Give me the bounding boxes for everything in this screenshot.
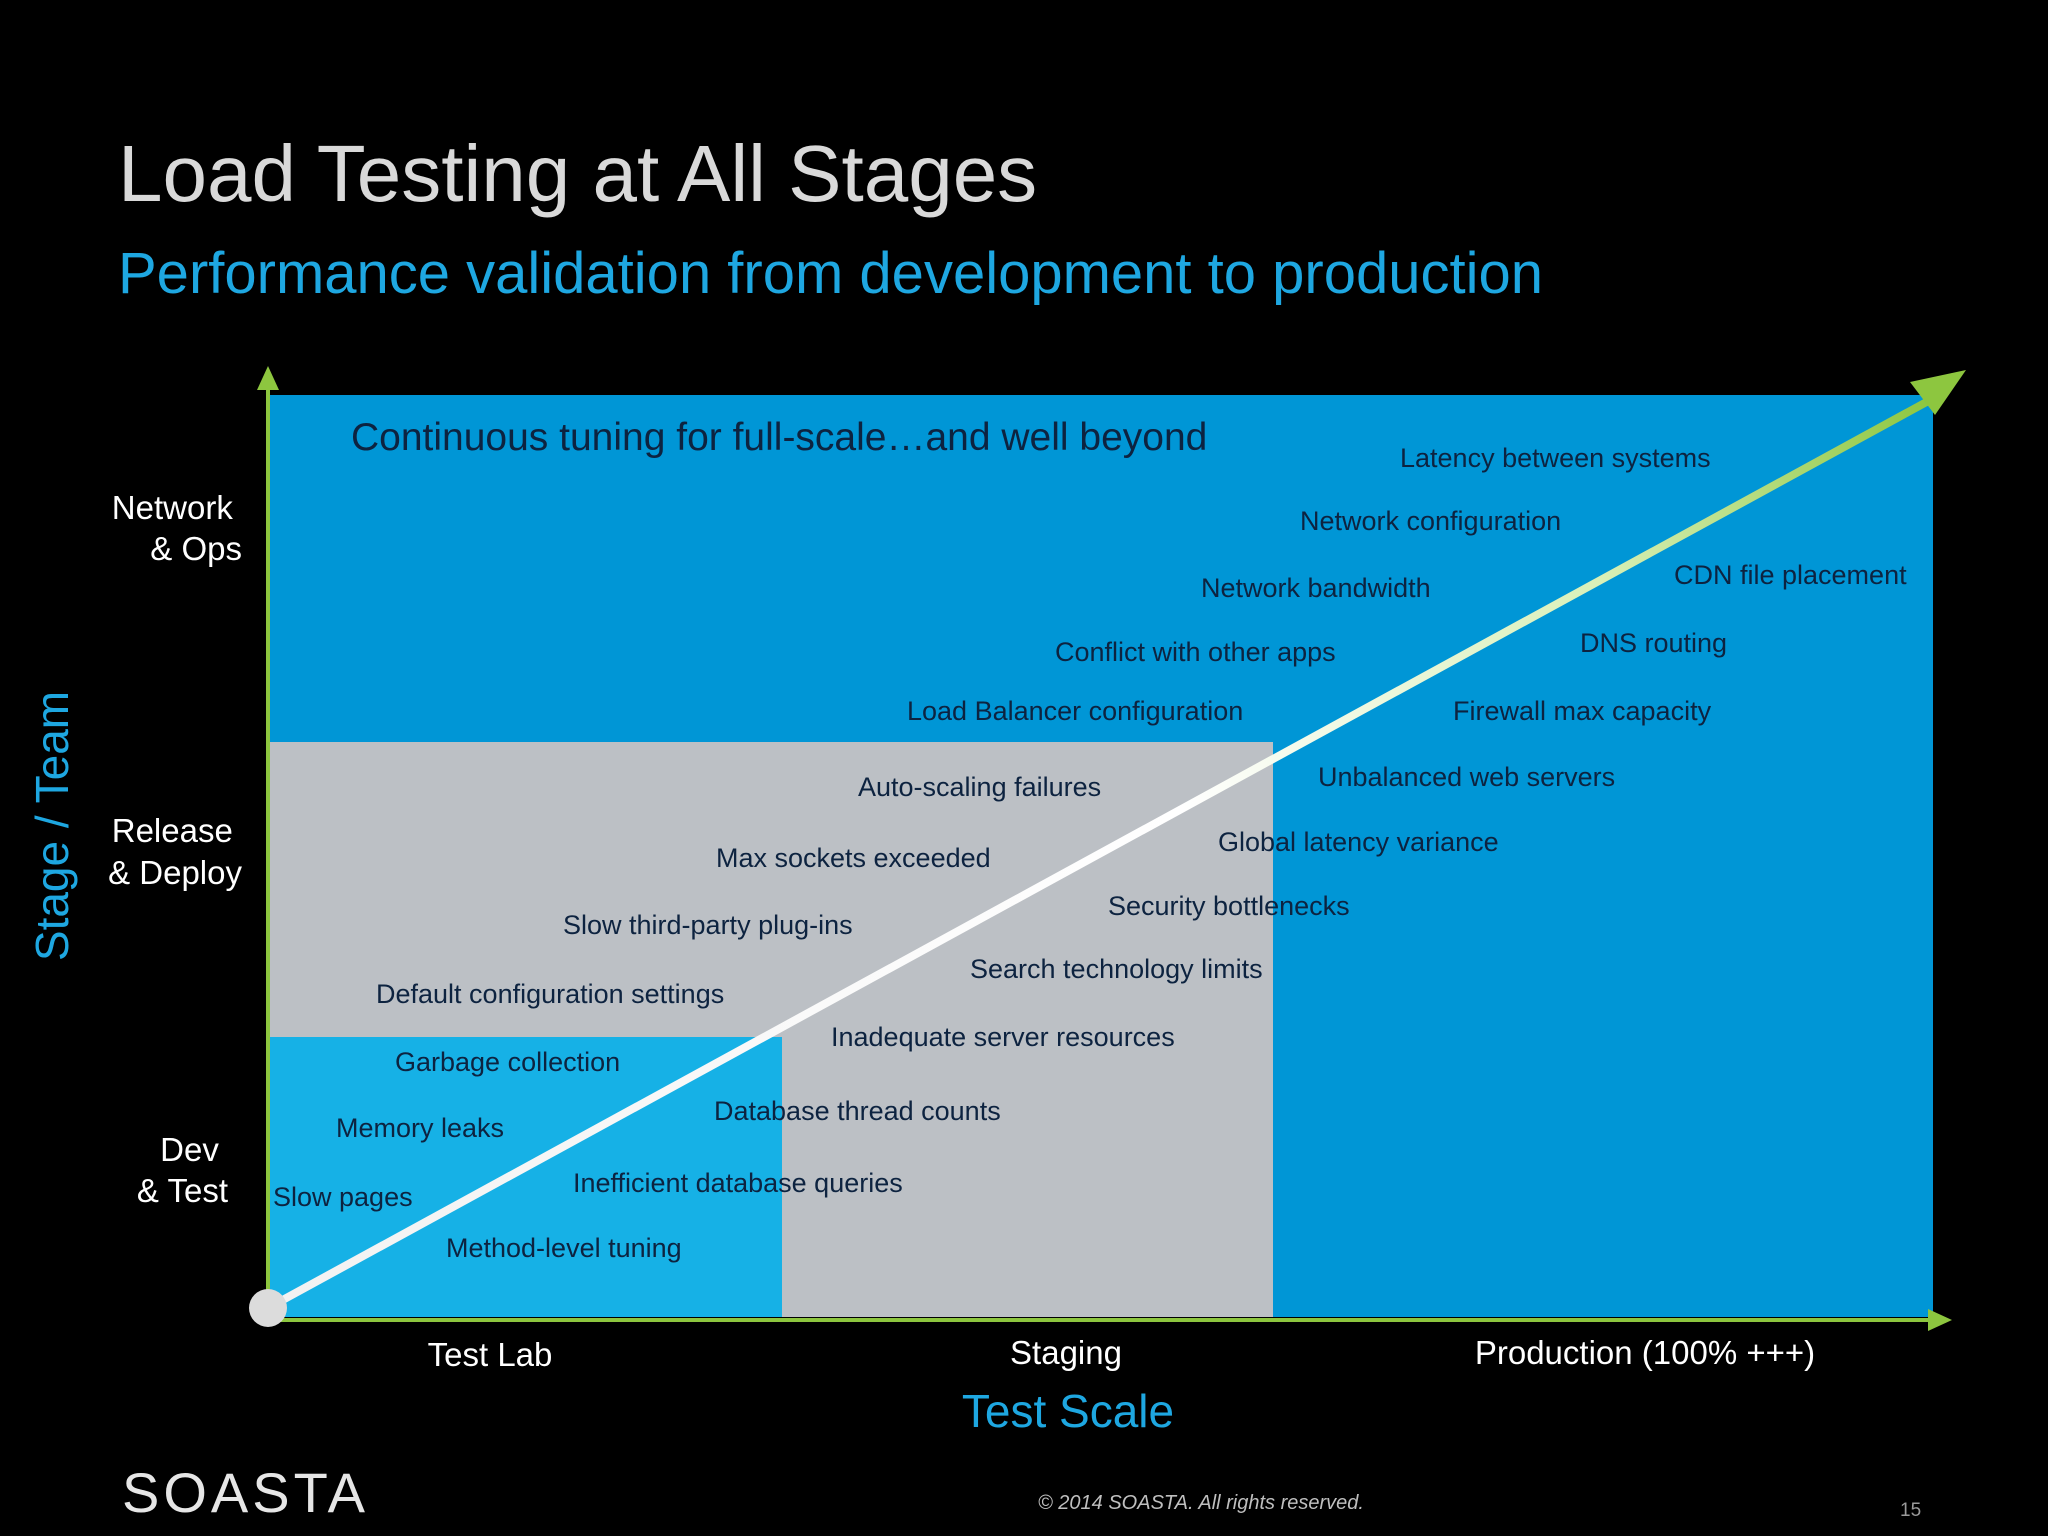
issue-database-thread-counts: Database thread counts [714,1096,1001,1126]
issue-conflict-with-other-apps: Conflict with other apps [1055,637,1336,667]
issue-inadequate-server-resources: Inadequate server resources [831,1022,1175,1052]
x-level-test-lab: Test Lab [428,1336,553,1373]
page-subtitle: Performance validation from development … [118,241,1543,306]
growth-origin-dot [249,1289,287,1327]
y-level-release-deploy: Release & Deploy [108,812,242,891]
x-level-production: Production (100% +++) [1475,1334,1815,1371]
y-level-dev-test-line2: & Test [137,1172,228,1209]
issue-garbage-collection: Garbage collection [395,1047,620,1077]
y-level-release-deploy-line2: & Deploy [108,854,242,891]
x-axis-title: Test Scale [962,1385,1174,1437]
y-axis-title: Stage / Team [26,691,78,961]
issue-memory-leaks: Memory leaks [336,1113,504,1143]
y-level-dev-test-line1: Dev [160,1131,219,1168]
zone-headline: Continuous tuning for full-scale…and wel… [351,416,1207,459]
issue-global-latency-variance: Global latency variance [1218,827,1499,857]
y-level-release-deploy-line1: Release [112,812,233,849]
issue-max-sockets-exceeded: Max sockets exceeded [716,843,991,873]
issue-firewall-max-capacity: Firewall max capacity [1453,696,1712,726]
test-lab-zone [268,1037,782,1317]
y-level-dev-test: Dev & Test [137,1131,228,1209]
issue-default-configuration-settings: Default configuration settings [376,979,724,1009]
soasta-logo: SOASTA [122,1461,370,1524]
issue-load-balancer-configuration: Load Balancer configuration [907,696,1243,726]
issue-slow-third-party-plug-ins: Slow third-party plug-ins [563,910,853,940]
issue-network-configuration: Network configuration [1300,506,1561,536]
issue-dns-routing: DNS routing [1580,628,1727,658]
x-level-staging: Staging [1010,1334,1122,1371]
issue-slow-pages: Slow pages [273,1182,413,1212]
issue-network-bandwidth: Network bandwidth [1201,573,1431,603]
issue-security-bottlenecks: Security bottlenecks [1108,891,1350,921]
issue-auto-scaling-failures: Auto-scaling failures [858,772,1101,802]
issue-unbalanced-web-servers: Unbalanced web servers [1318,762,1615,792]
y-level-network-ops-line2: & Ops [150,530,242,567]
issue-search-technology-limits: Search technology limits [970,954,1263,984]
issue-cdn-file-placement: CDN file placement [1674,560,1907,590]
copyright-notice: © 2014 SOASTA. All rights reserved. [1038,1492,1364,1514]
growth-arrow-line [266,395,1934,1312]
issue-method-level-tuning: Method-level tuning [446,1233,682,1263]
y-axis-arrowhead [257,366,279,390]
growth-arrowhead [1910,370,1966,415]
y-level-network-ops: Network & Ops [112,489,242,567]
page-number: 15 [1900,1500,1922,1521]
y-level-network-ops-line1: Network [112,489,234,526]
issue-inefficient-database-queries: Inefficient database queries [573,1168,903,1198]
page-title: Load Testing at All Stages [118,129,1038,218]
x-axis-arrowhead [1928,1309,1952,1331]
issue-latency-between-systems: Latency between systems [1400,443,1711,473]
